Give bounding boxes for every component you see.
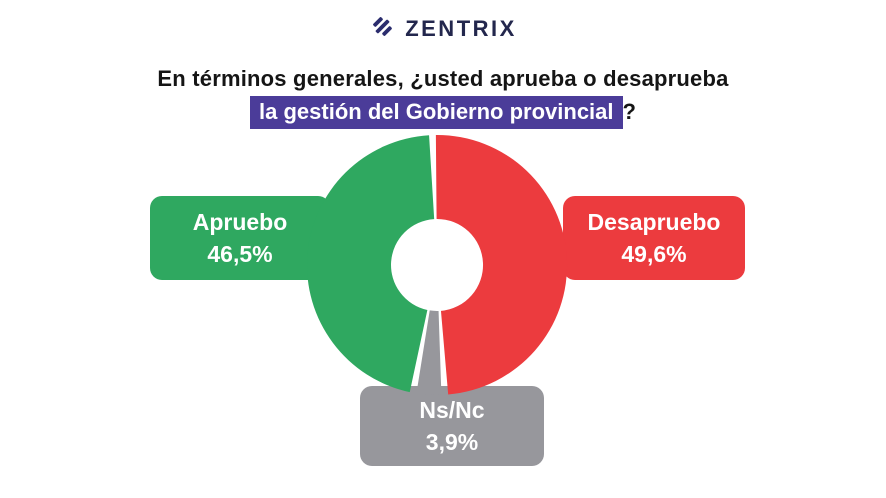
donut-segment-ns-nc [416,310,442,396]
label-nsnc-value: 3,9% [425,429,479,455]
label-apruebo-title: Apruebo [192,208,288,235]
zentrix-logo-icon [369,13,396,45]
label-box-apruebo: Apruebo 46,5% [150,196,330,280]
label-apruebo-value: 46,5% [207,241,273,267]
label-desapruebo-value: 49,6% [621,241,687,267]
question-line-2: la gestión del Gobierno provincial? [0,96,886,129]
label-nsnc-title: Ns/Nc [419,396,485,423]
zentrix-logo: ZENTRIX [0,13,886,45]
question-mark: ? [622,99,636,124]
label-box-desapruebo: Desapruebo 49,6% [563,196,745,280]
label-box-nsnc: Ns/Nc 3,9% [360,386,544,466]
question-highlight: la gestión del Gobierno provincial [250,96,623,129]
logo-text: ZENTRIX [405,16,517,41]
donut-segment-desapruebo [435,134,568,395]
question-line-1: En términos generales, ¿usted aprueba o … [157,66,729,91]
label-desapruebo-title: Desapruebo [587,208,721,235]
